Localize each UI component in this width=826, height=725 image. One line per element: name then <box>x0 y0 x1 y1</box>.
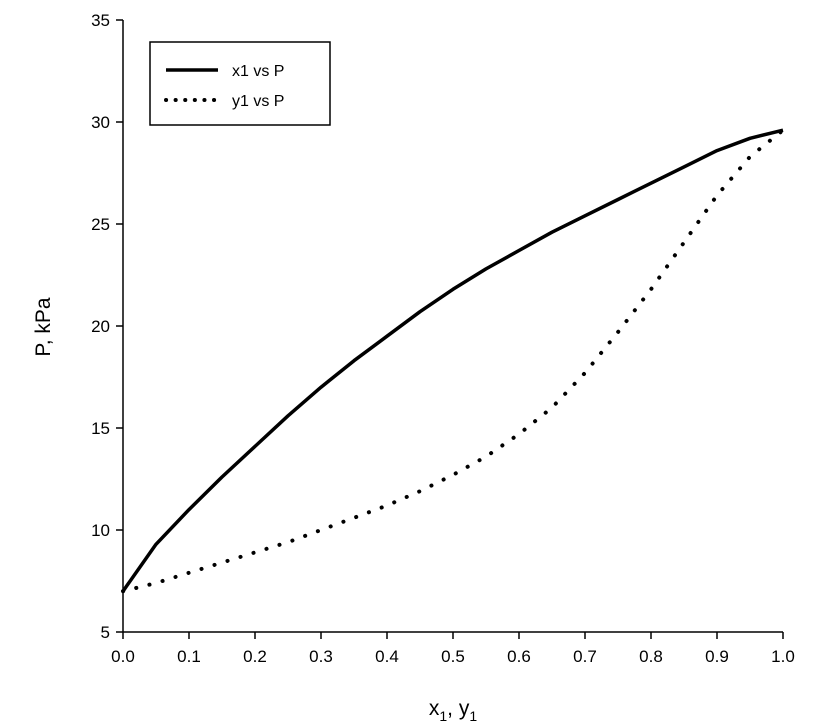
series-x1-line <box>121 128 784 593</box>
y-label-sub: 1 <box>469 708 477 724</box>
y-tick-label: 35 <box>91 11 110 30</box>
y-tick-label: 10 <box>91 521 110 540</box>
y-label-main: y <box>459 697 470 720</box>
x-axis-label: x1, y1 <box>429 697 477 724</box>
y-tick-label: 25 <box>91 215 110 234</box>
legend-box <box>149 41 331 126</box>
x-tick-label: 0.9 <box>705 647 729 666</box>
legend-label-x1: x1 vs P <box>232 63 284 80</box>
x-label-sep: , <box>447 697 459 720</box>
y-tick-label: 15 <box>91 419 110 438</box>
x-label-sub: 1 <box>439 708 447 724</box>
legend-label-y1: y1 vs P <box>232 93 284 110</box>
y-tick-label: 5 <box>101 623 110 642</box>
series-y1-line <box>121 128 785 594</box>
y-tick-label: 30 <box>91 113 110 132</box>
x-tick-label: 0.5 <box>441 647 465 666</box>
x-tick-label: 0.0 <box>111 647 135 666</box>
x-tick-label: 0.8 <box>639 647 663 666</box>
x-tick-label: 0.7 <box>573 647 597 666</box>
x-tick-label: 0.4 <box>375 647 399 666</box>
x-tick-label: 0.6 <box>507 647 531 666</box>
legend: x1 vs P y1 vs P <box>149 41 331 126</box>
y-tick-label: 20 <box>91 317 110 336</box>
ticks: 0.0 0.1 0.2 0.3 0.4 0.5 0.6 0.7 0.8 0.9 1.0 5 10 15 20… <box>91 11 795 666</box>
x-tick-label: 1.0 <box>771 647 795 666</box>
x-tick-label: 0.3 <box>309 647 333 666</box>
series-layer <box>121 128 785 594</box>
x-tick-label: 0.1 <box>177 647 201 666</box>
x-tick-label: 0.2 <box>243 647 267 666</box>
x-label-main: x <box>429 697 440 720</box>
y-axis-label: P, kPa <box>32 297 55 356</box>
